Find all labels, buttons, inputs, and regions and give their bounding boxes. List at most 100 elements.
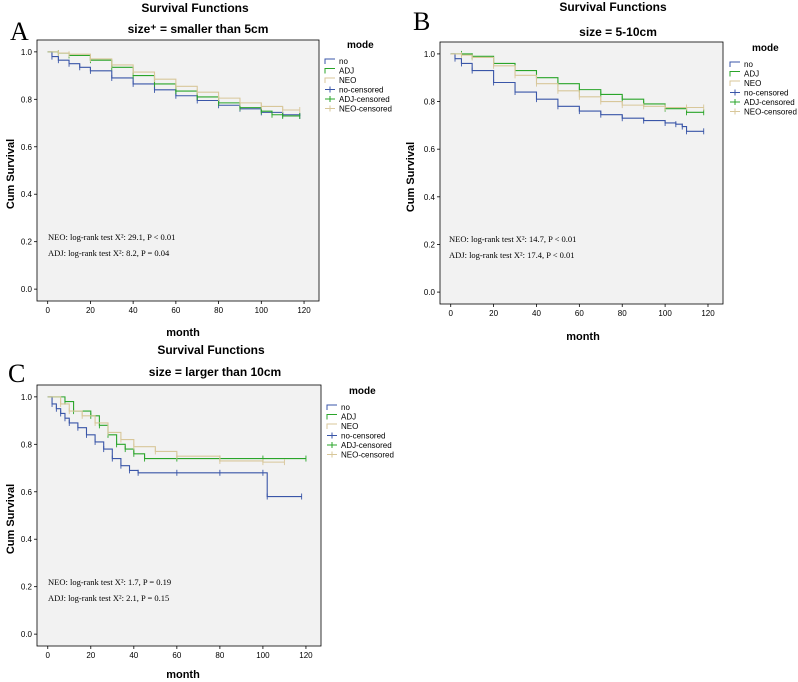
series-line-neo [47,51,300,111]
x-tick-label: 80 [618,309,627,318]
legend-entry: no [744,60,753,69]
legend-entry: no-censored [339,86,383,95]
chart-panel-b: B Survival Functions size = 5-10cm 0.0 0.2 0.… [405,0,797,343]
logrank-annotation: NEO: log-rank test X²: 29.1, P < 0.01 [48,232,175,242]
y-tick-label: 0.8 [424,98,436,107]
panel-letter: B [413,7,430,36]
y-tick-label: 0.4 [21,190,33,199]
legend-entry: no [341,403,350,412]
legend-title: mode [349,386,376,397]
x-tick-label: 60 [575,309,584,318]
legend-entry: ADJ [744,70,759,79]
y-axis-label: Cum Survival [5,139,17,209]
panel-letter: A [10,17,29,46]
y-tick-label: 0.0 [21,630,33,639]
x-tick-label: 40 [129,651,138,660]
x-tick-label: 60 [172,651,181,660]
y-tick-label: 0.6 [21,488,33,497]
chart-super-title: Survival Functions [559,0,667,14]
legend-title: mode [752,43,779,54]
series-line-adj [47,396,306,460]
legend-entry: ADJ [341,413,356,422]
y-tick-label: 0.8 [21,95,33,104]
x-tick-label: 100 [256,651,270,660]
x-tick-label: 40 [129,306,138,315]
legend-swatch-adj [729,71,740,77]
series-line-adj [450,53,704,113]
x-tick-label: 120 [297,306,311,315]
legend-swatch-neo [326,423,337,429]
legend-swatch-no [729,61,740,67]
x-tick-label: 0 [448,309,453,318]
chart-title: size = larger than 10cm [149,365,281,379]
x-tick-label: 20 [86,306,95,315]
legend-swatch-neo [729,80,740,86]
logrank-annotation: ADJ: log-rank test X²: 8.2, P = 0.04 [48,248,170,258]
logrank-annotation: ADJ: log-rank test X²: 17.4, P < 0.01 [449,250,575,260]
x-tick-label: 100 [658,309,672,318]
legend-swatch-no [324,58,335,64]
chart-title: size = 5-10cm [579,25,657,39]
legend-entry: ADJ-censored [744,98,795,107]
legend-entry: ADJ-censored [341,441,392,450]
y-tick-label: 0.6 [21,143,33,152]
legend-swatch-no [326,404,337,410]
x-tick-label: 0 [45,306,50,315]
legend-swatch-neo [324,77,335,83]
legend-entry: no [339,57,348,66]
y-tick-label: 0.0 [424,288,436,297]
logrank-annotation: NEO: log-rank test X²: 1.7, P = 0.19 [48,577,171,587]
x-tick-label: 80 [214,306,223,315]
y-tick-label: 1.0 [21,48,33,57]
x-axis-label: month [166,327,200,339]
legend-entry: no-censored [341,432,385,441]
y-tick-label: 0.2 [21,583,33,592]
x-tick-label: 80 [215,651,224,660]
y-tick-label: 1.0 [424,50,436,59]
y-tick-label: 1.0 [21,393,33,402]
legend-entry: NEO [744,79,761,88]
y-tick-label: 0.4 [424,193,436,202]
x-axis-label: month [566,331,600,343]
chart-panel-c: C Survival Functions size = larger than 10… [5,343,394,681]
x-tick-label: 100 [255,306,269,315]
y-axis-label: Cum Survival [405,142,417,212]
y-tick-label: 0.2 [424,240,436,249]
legend-entry: NEO-censored [339,105,392,114]
panel-letter: C [8,359,25,388]
chart-super-title: Survival Functions [141,1,249,15]
legend-title: mode [347,40,374,51]
legend-entry: NEO [341,422,358,431]
x-tick-label: 60 [171,306,180,315]
y-tick-label: 0.4 [21,535,33,544]
logrank-annotation: ADJ: log-rank test X²: 2.1, P = 0.15 [48,593,169,603]
x-tick-label: 20 [86,651,95,660]
y-axis-label: Cum Survival [5,484,17,554]
legend-swatch-adj [324,68,335,74]
y-tick-label: 0.0 [21,285,33,294]
legend-entry: NEO-censored [744,108,797,117]
legend-swatch-adj [326,414,337,420]
y-tick-label: 0.6 [424,145,436,154]
x-tick-label: 20 [489,309,498,318]
plot-area [36,39,320,302]
x-tick-label: 120 [701,309,715,318]
legend-entry: NEO-censored [341,451,394,460]
legend-entry: ADJ [339,67,354,76]
plot-area [36,384,322,647]
logrank-annotation: NEO: log-rank test X²: 14.7, P < 0.01 [449,234,576,244]
y-tick-label: 0.8 [21,440,33,449]
legend-entry: no-censored [744,89,788,98]
chart-panel-a: A Survival Functions size⁺ = smaller than … [5,1,392,339]
plot-area [439,41,724,305]
x-tick-label: 40 [532,309,541,318]
chart-title: size⁺ = smaller than 5cm [128,22,269,36]
legend-entry: NEO [339,76,356,85]
y-tick-label: 0.2 [21,238,33,247]
x-tick-label: 120 [299,651,313,660]
x-tick-label: 0 [46,651,51,660]
x-axis-label: month [166,669,200,681]
legend-entry: ADJ-censored [339,95,390,104]
chart-super-title: Survival Functions [157,343,265,357]
